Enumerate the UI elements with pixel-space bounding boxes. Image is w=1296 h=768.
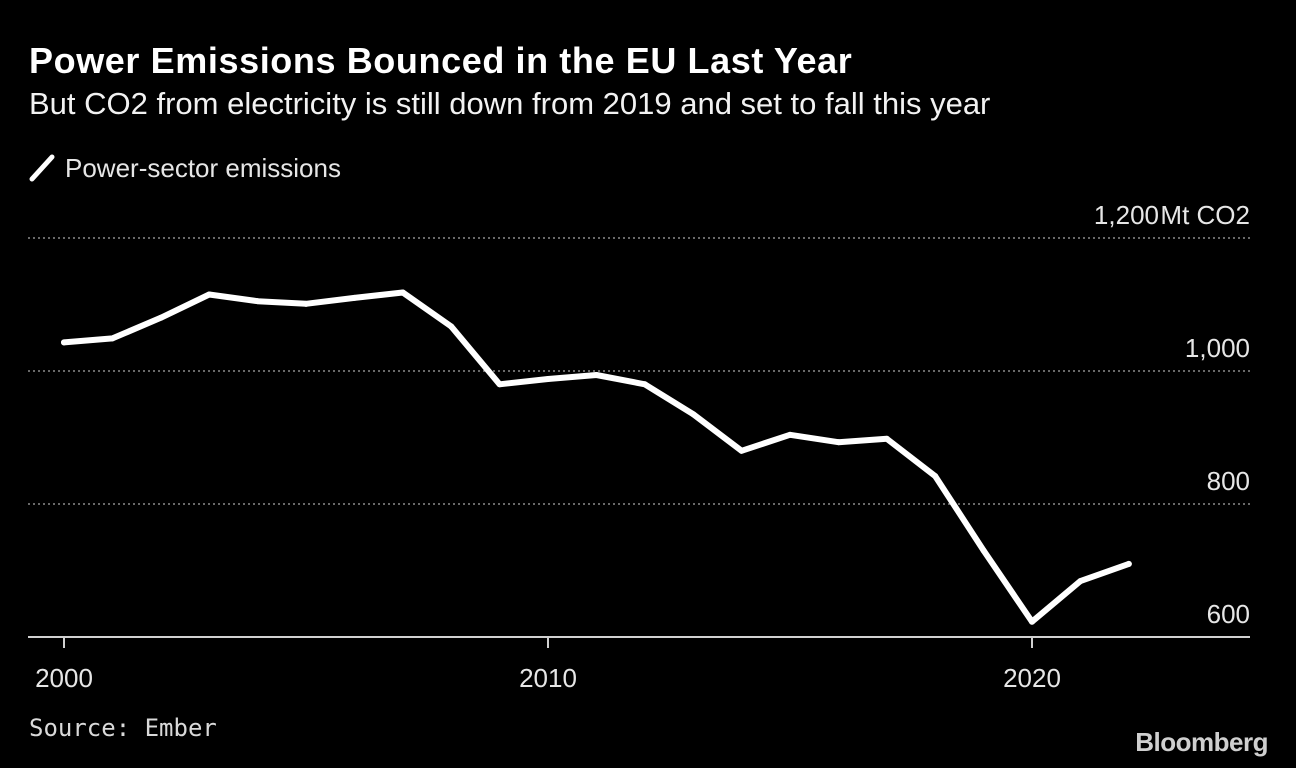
data-point [1029,618,1035,625]
data-point [883,435,890,442]
data-point [787,431,793,438]
data-point [1125,560,1132,567]
data-point [206,291,213,298]
data-point [932,473,939,480]
y-tick-label: 600 [1207,599,1250,629]
series-line-0 [61,289,1132,625]
data-point [496,381,503,388]
legend-line-icon [29,154,55,182]
data-point [109,335,116,342]
data-point [980,547,987,554]
data-point [545,375,551,382]
x-tick-label: 2000 [35,663,93,693]
data-point [303,300,309,307]
data-point [157,314,164,321]
y-tick-label: 1,200 [1094,200,1159,230]
data-point [641,381,648,388]
source-note: Source: Ember [29,714,217,742]
data-point [448,323,455,330]
x-tick-label: 2020 [1003,663,1061,693]
y-unit-label: Mt CO2 [1160,200,1250,230]
data-point [593,371,600,378]
brand-logo: Bloomberg [1135,727,1268,757]
chart-subtitle: But CO2 from electricity is still down f… [29,86,991,121]
data-point [1077,578,1084,585]
data-point [738,447,745,454]
chart-title: Power Emissions Bounced in the EU Last Y… [29,40,853,81]
data-point [61,339,67,346]
legend: Power-sector emissions [29,150,341,186]
y-tick-label: 1,000 [1185,333,1250,363]
y-tick-label: 800 [1207,466,1250,496]
data-point [351,294,358,301]
data-point [690,411,697,418]
legend-label: Power-sector emissions [65,152,341,183]
data-point [254,298,261,305]
data-point [835,439,842,446]
x-tick-label: 2010 [519,663,577,693]
data-point [399,289,406,296]
